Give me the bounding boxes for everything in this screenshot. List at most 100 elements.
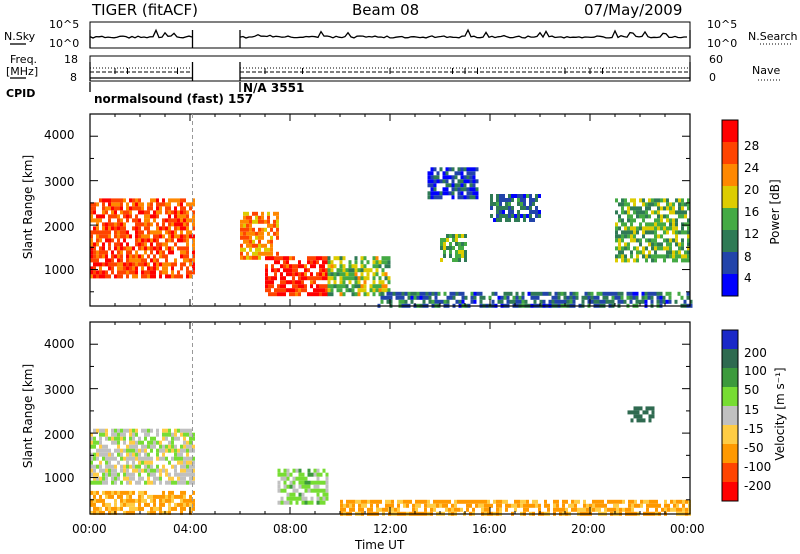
power-cell	[472, 175, 476, 180]
power-cell	[660, 222, 663, 227]
power-cell	[678, 210, 681, 215]
power-cell	[642, 210, 645, 215]
velocity-region-5	[627, 406, 655, 423]
power-cell	[183, 250, 186, 255]
power-cell	[490, 198, 493, 202]
velocity-cell	[126, 448, 129, 453]
power-cell	[645, 238, 648, 243]
velocity-cell	[129, 510, 132, 515]
power-cbar-tick-16: 16	[744, 205, 760, 219]
power-cell	[276, 231, 279, 236]
velocity-cell	[310, 500, 314, 505]
power-cell	[596, 295, 600, 300]
power-cell	[270, 227, 273, 232]
power-cell	[280, 280, 283, 285]
velocity-cell	[159, 448, 162, 453]
power-cell	[633, 246, 636, 251]
power-cell	[246, 255, 249, 260]
power-cell	[102, 206, 105, 211]
power-cell	[490, 214, 493, 218]
power-cell	[605, 291, 609, 296]
velocity-cell	[159, 480, 162, 485]
power-cell	[171, 246, 174, 251]
power-cell	[657, 218, 660, 223]
velocity-cell	[156, 440, 159, 445]
velocity-cell	[177, 502, 180, 507]
power-cell	[135, 202, 138, 207]
power-cell	[117, 266, 120, 271]
power-cell	[660, 214, 663, 219]
power-cell	[99, 250, 102, 255]
velocity-cell	[526, 507, 529, 512]
power-cell	[678, 254, 681, 259]
velocity-cell	[126, 460, 129, 465]
power-cell	[268, 256, 271, 261]
velocity-region-1	[90, 428, 195, 485]
velocity-cell	[643, 499, 646, 504]
velocity-cell	[99, 452, 102, 457]
power-cell	[517, 214, 520, 218]
velocity-cell	[627, 410, 631, 415]
velocity-cell	[102, 428, 105, 433]
velocity-cell	[286, 500, 290, 505]
velocity-cell	[183, 448, 186, 453]
power-cell	[569, 291, 573, 296]
power-cell	[156, 198, 159, 203]
power-cell	[663, 246, 666, 251]
power-cell	[615, 238, 618, 243]
power-cell	[333, 284, 337, 289]
velocity-cell	[376, 507, 379, 512]
power-cell	[554, 291, 558, 296]
power-cell	[624, 242, 627, 247]
power-cell	[623, 299, 627, 304]
power-cell	[536, 295, 540, 300]
velocity-cell	[180, 472, 183, 477]
power-cell	[117, 218, 120, 223]
power-cell	[369, 284, 373, 289]
velocity-cell	[108, 448, 111, 453]
power-cell	[656, 295, 660, 300]
velocity-cell	[177, 456, 180, 461]
power-cell	[451, 167, 455, 172]
power-cell	[249, 239, 252, 244]
velocity-cell	[370, 499, 373, 504]
velocity-cell	[105, 456, 108, 461]
power-colorbar-swatch	[722, 164, 738, 186]
power-cell	[117, 254, 120, 259]
power-cell	[511, 194, 514, 198]
power-cell	[138, 258, 141, 263]
power-cell	[138, 254, 141, 259]
power-cell	[108, 206, 111, 211]
power-cell	[672, 218, 675, 223]
power-cell	[147, 266, 150, 271]
velocity-cell	[183, 464, 186, 469]
power-cell	[255, 243, 258, 248]
velocity-cell	[292, 484, 296, 489]
power-cell	[651, 230, 654, 235]
power-cell	[439, 179, 443, 184]
velocity-cell	[298, 472, 302, 477]
power-cell	[102, 202, 105, 207]
power-cell	[497, 295, 501, 300]
power-cell	[141, 254, 144, 259]
velocity-cell	[99, 428, 102, 433]
power-cell	[384, 264, 388, 269]
velocity-cell	[183, 440, 186, 445]
velocity-cell	[129, 448, 132, 453]
power-cell	[301, 284, 304, 289]
power-cell	[524, 299, 528, 304]
velocity-cell	[90, 490, 93, 495]
power-cell	[345, 268, 349, 273]
power-cell	[384, 284, 388, 289]
velocity-cell	[385, 503, 388, 508]
velocity-cbar-tick-200: 200	[744, 346, 767, 360]
power-cell	[186, 214, 189, 219]
power-cell	[336, 288, 340, 293]
power-cell	[627, 214, 630, 219]
power-cell	[683, 299, 687, 304]
velocity-cell	[171, 444, 174, 449]
velocity-cell	[90, 510, 93, 515]
power-cell	[135, 254, 138, 259]
power-cell	[427, 191, 431, 196]
velocity-cell	[144, 452, 147, 457]
